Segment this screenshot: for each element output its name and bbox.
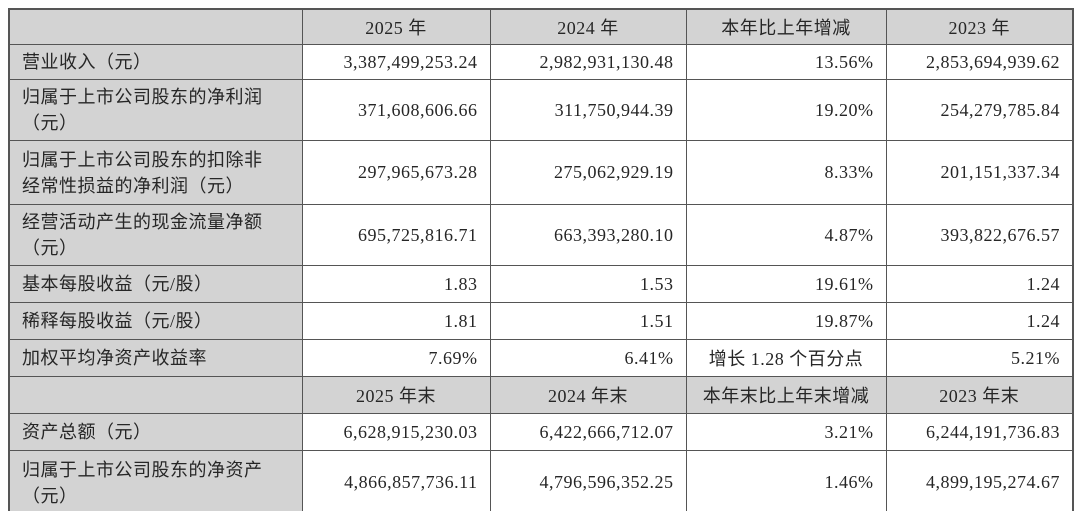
- col-header-2024: 2024 年: [489, 8, 687, 45]
- value-2024: 275,062,929.19: [489, 140, 687, 206]
- row-label: 营业收入（元）: [8, 43, 303, 81]
- row-label: 经营活动产生的现金流量净额 （元）: [8, 204, 303, 267]
- table-row-operating-revenue: 营业收入（元） 3,387,499,253.24 2,982,931,130.4…: [8, 43, 1074, 81]
- value-2025: 3,387,499,253.24: [301, 43, 491, 81]
- value-2023: 5.21%: [885, 339, 1074, 378]
- table-row-net-assets: 归属于上市公司股东的净资产 （元） 4,866,857,736.11 4,796…: [8, 450, 1074, 511]
- value-2023: 201,151,337.34: [885, 140, 1074, 206]
- row-label: 加权平均净资产收益率: [8, 339, 303, 378]
- row-label: 基本每股收益（元/股）: [8, 265, 303, 304]
- row-label: 归属于上市公司股东的净资产 （元）: [8, 450, 303, 511]
- value-2024: 4,796,596,352.25: [489, 450, 687, 511]
- table-row-net-profit-excl-nonrecurring: 归属于上市公司股东的扣除非 经常性损益的净利润（元） 297,965,673.2…: [8, 140, 1074, 206]
- col-header-yoy-change: 本年比上年增减: [685, 8, 887, 45]
- col-header-end-yoy-change: 本年末比上年末增减: [685, 376, 887, 415]
- value-change: 增长 1.28 个百分点: [685, 339, 887, 378]
- value-2023: 393,822,676.57: [885, 204, 1074, 267]
- value-2025: 297,965,673.28: [301, 140, 491, 206]
- value-2025: 1.83: [301, 265, 491, 304]
- value-2023: 254,279,785.84: [885, 79, 1074, 142]
- value-2024: 663,393,280.10: [489, 204, 687, 267]
- table-row-operating-cash-flow: 经营活动产生的现金流量净额 （元） 695,725,816.71 663,393…: [8, 204, 1074, 267]
- value-change: 8.33%: [685, 140, 887, 206]
- col-header-2024-end: 2024 年末: [489, 376, 687, 415]
- value-change: 4.87%: [685, 204, 887, 267]
- row-label: 归属于上市公司股东的扣除非 经常性损益的净利润（元）: [8, 140, 303, 206]
- value-2025: 4,866,857,736.11: [301, 450, 491, 511]
- value-2023: 2,853,694,939.62: [885, 43, 1074, 81]
- value-change: 13.56%: [685, 43, 887, 81]
- col-header-2025-end: 2025 年末: [301, 376, 491, 415]
- value-change: 3.21%: [685, 413, 887, 452]
- value-2023: 1.24: [885, 302, 1074, 341]
- value-2025: 695,725,816.71: [301, 204, 491, 267]
- col-header-2025: 2025 年: [301, 8, 491, 45]
- value-change: 19.61%: [685, 265, 887, 304]
- value-2024: 6,422,666,712.07: [489, 413, 687, 452]
- value-2024: 6.41%: [489, 339, 687, 378]
- header-row-annual: 2025 年 2024 年 本年比上年增减 2023 年: [8, 8, 1074, 45]
- value-change: 1.46%: [685, 450, 887, 511]
- value-2024: 1.53: [489, 265, 687, 304]
- row-label: 归属于上市公司股东的净利润 （元）: [8, 79, 303, 142]
- value-change: 19.20%: [685, 79, 887, 142]
- header-empty-cell: [8, 376, 303, 415]
- col-header-2023-end: 2023 年末: [885, 376, 1074, 415]
- table-row-net-profit: 归属于上市公司股东的净利润 （元） 371,608,606.66 311,750…: [8, 79, 1074, 142]
- row-label: 稀释每股收益（元/股）: [8, 302, 303, 341]
- value-2025: 1.81: [301, 302, 491, 341]
- value-2024: 311,750,944.39: [489, 79, 687, 142]
- value-2025: 7.69%: [301, 339, 491, 378]
- col-header-2023: 2023 年: [885, 8, 1074, 45]
- table-row-total-assets: 资产总额（元） 6,628,915,230.03 6,422,666,712.0…: [8, 413, 1074, 452]
- value-2023: 6,244,191,736.83: [885, 413, 1074, 452]
- key-financials-table: 2025 年 2024 年 本年比上年增减 2023 年 营业收入（元） 3,3…: [8, 8, 1074, 511]
- value-2024: 2,982,931,130.48: [489, 43, 687, 81]
- row-label: 资产总额（元）: [8, 413, 303, 452]
- table-row-weighted-avg-roe: 加权平均净资产收益率 7.69% 6.41% 增长 1.28 个百分点 5.21…: [8, 339, 1074, 378]
- header-row-period-end: 2025 年末 2024 年末 本年末比上年末增减 2023 年末: [8, 376, 1074, 415]
- value-2025: 6,628,915,230.03: [301, 413, 491, 452]
- table-row-diluted-eps: 稀释每股收益（元/股） 1.81 1.51 19.87% 1.24: [8, 302, 1074, 341]
- value-2025: 371,608,606.66: [301, 79, 491, 142]
- value-2024: 1.51: [489, 302, 687, 341]
- table-row-basic-eps: 基本每股收益（元/股） 1.83 1.53 19.61% 1.24: [8, 265, 1074, 304]
- value-change: 19.87%: [685, 302, 887, 341]
- value-2023: 4,899,195,274.67: [885, 450, 1074, 511]
- header-empty-cell: [8, 8, 303, 45]
- value-2023: 1.24: [885, 265, 1074, 304]
